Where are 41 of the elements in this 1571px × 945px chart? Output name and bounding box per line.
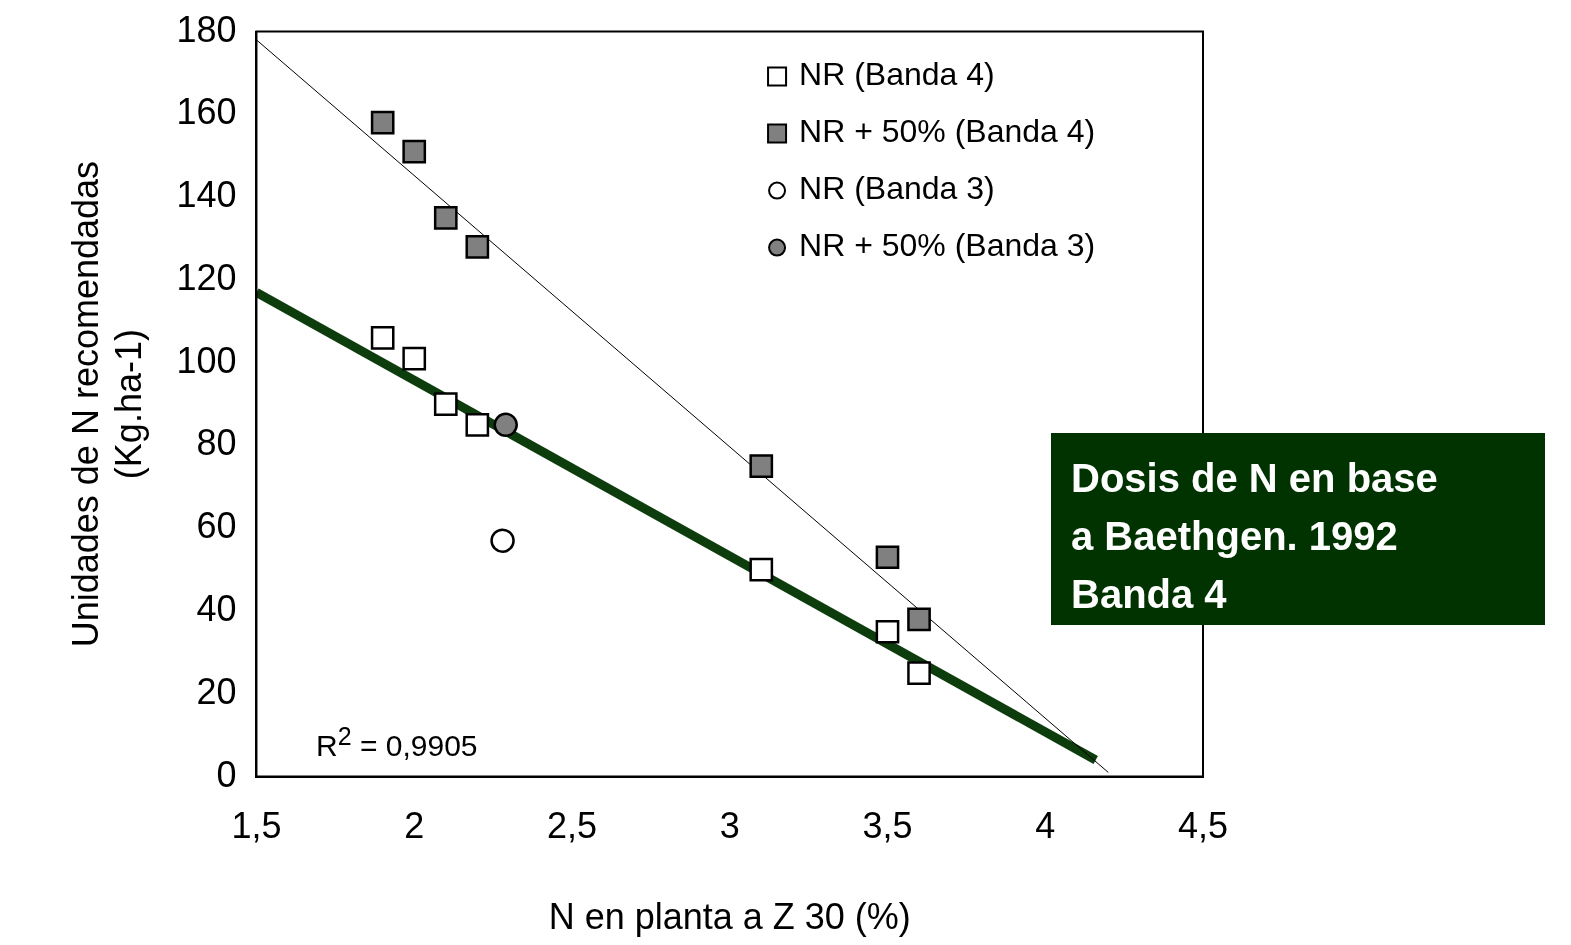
point [907, 661, 931, 685]
y-tick-label: 140 [176, 174, 237, 216]
point [370, 326, 395, 350]
point [875, 619, 900, 644]
y-tick-label: 0 [216, 753, 237, 795]
point [493, 412, 518, 438]
y-axis-title: Unidades de N recomendadas (Kg.ha-1) [64, 160, 149, 648]
point [465, 412, 490, 437]
x-tick-label: 3 [719, 805, 740, 847]
point [402, 139, 427, 164]
legend-label: NR (Banda 4) [799, 56, 995, 93]
y-tick-label: 120 [176, 256, 237, 298]
x-tick-label: 2,5 [546, 805, 597, 847]
point [402, 346, 427, 371]
point [875, 545, 900, 570]
y-tick-label: 100 [176, 339, 237, 381]
y-tick-label: 20 [196, 670, 237, 712]
point [433, 205, 458, 230]
x-tick-label: 3,5 [862, 805, 913, 847]
y-tick-label: 80 [196, 422, 237, 464]
y-tick-label: 40 [196, 587, 237, 629]
x-tick-label: 2 [404, 805, 425, 847]
y-tick-label: 180 [176, 8, 237, 50]
point [490, 528, 515, 553]
annotation: Dosis de N en base a Baethgen. 1992 Banda 4 [1051, 433, 1545, 625]
legend-label: NR (Banda 3) [799, 170, 995, 207]
point [433, 392, 458, 416]
x-tick-label: 4,5 [1177, 805, 1229, 847]
annotation: R$^{2}$ = 0,9905 [316, 722, 478, 763]
point [907, 607, 931, 632]
x-tick-label: 1,5 [231, 805, 282, 847]
legend-label: NR + 50% (Banda 3) [799, 227, 1096, 264]
y-tick-label: 160 [176, 91, 237, 133]
y-tick-label: 60 [196, 505, 237, 547]
legend-label: NR + 50% (Banda 4) [799, 113, 1096, 150]
point [370, 110, 395, 135]
point [749, 454, 774, 479]
point [465, 234, 490, 259]
x-tick-label: 4 [1035, 805, 1056, 847]
x-axis-title: N en planta a Z 30 (%) [548, 896, 911, 938]
point [749, 557, 774, 582]
